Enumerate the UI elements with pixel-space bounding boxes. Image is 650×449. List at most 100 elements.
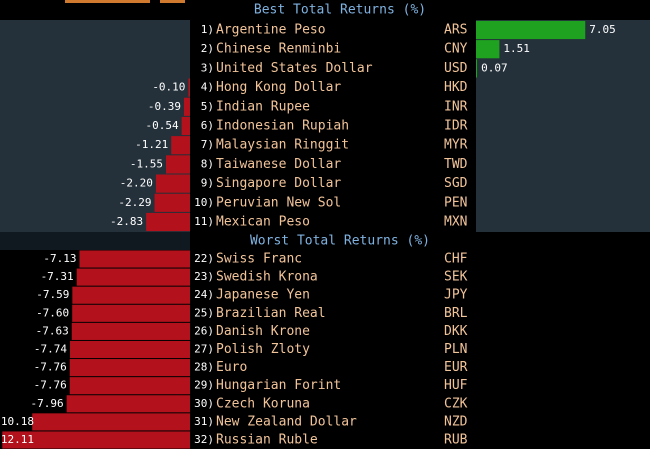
currency-code: PEN <box>444 195 467 210</box>
currency-name: Hong Kong Dollar <box>216 80 341 95</box>
value-label: -0.10 <box>152 81 185 94</box>
currency-name: Euro <box>216 360 247 375</box>
value-label: -7.63 <box>36 324 69 337</box>
value-label: -2.20 <box>120 177 153 190</box>
value-label: 1.51 <box>503 42 530 55</box>
currency-code: JPY <box>444 288 468 303</box>
rank: 25) <box>194 306 214 319</box>
currency-code: TWD <box>444 157 468 172</box>
currency-name: Mexican Peso <box>216 215 310 230</box>
bar <box>476 59 478 78</box>
currency-code: SGD <box>444 176 468 191</box>
rank: 30) <box>194 397 214 410</box>
currency-code: HUF <box>444 378 468 393</box>
bar <box>72 286 190 304</box>
currency-code: ARS <box>444 23 467 38</box>
currency-name: Czech Koruna <box>216 396 310 411</box>
bar <box>183 97 190 116</box>
bar <box>70 340 190 359</box>
bar <box>71 322 190 340</box>
bar <box>181 116 190 136</box>
bar <box>76 268 190 286</box>
currency-code: NZD <box>444 414 468 429</box>
currency-code: CZK <box>444 396 468 411</box>
currency-code: SEK <box>444 270 468 285</box>
rank: 1) <box>201 23 214 36</box>
bar <box>171 136 190 155</box>
currency-name: Swiss Franc <box>216 252 302 267</box>
rank: 11) <box>194 215 214 228</box>
rank: 27) <box>194 343 214 356</box>
rank: 9) <box>201 177 214 190</box>
bar <box>476 20 586 40</box>
rank: 6) <box>201 119 214 132</box>
bar <box>69 377 190 395</box>
bar <box>69 359 190 377</box>
currency-name: New Zealand Dollar <box>216 414 357 429</box>
section-title: Best Total Returns (%) <box>254 3 426 18</box>
currency-code: BRL <box>444 306 468 321</box>
rank: 26) <box>194 324 214 337</box>
bar <box>476 40 500 59</box>
currency-name: Malaysian Ringgit <box>216 138 349 153</box>
value-label: -7.96 <box>30 397 63 410</box>
currency-code: CNY <box>444 42 468 57</box>
currency-code: MXN <box>444 215 467 230</box>
value-label: -7.76 <box>34 361 67 374</box>
currency-name: United States Dollar <box>216 61 373 76</box>
bar <box>66 395 190 413</box>
currency-code: CHF <box>444 252 468 267</box>
top-strip <box>160 0 185 3</box>
value-label: -10.18 <box>0 415 34 428</box>
rank: 23) <box>194 270 214 283</box>
currency-code: DKK <box>444 324 468 339</box>
value-label: -2.83 <box>110 215 143 228</box>
bar <box>155 174 190 193</box>
left-divider <box>0 232 190 250</box>
rank: 22) <box>194 252 214 265</box>
top-strip <box>65 0 150 3</box>
bar <box>72 304 190 322</box>
bar <box>32 413 191 431</box>
rank: 7) <box>201 138 214 151</box>
right-panel-top <box>476 20 650 232</box>
currency-name: Chinese Renminbi <box>216 42 341 57</box>
currency-code: MYR <box>444 138 468 153</box>
bar <box>2 431 191 449</box>
value-label: -7.13 <box>43 252 76 265</box>
value-label: -2.29 <box>118 196 151 209</box>
rank: 28) <box>194 361 214 374</box>
section-title: Worst Total Returns (%) <box>250 234 430 249</box>
rank: 4) <box>201 81 214 94</box>
rank: 2) <box>201 42 214 55</box>
currency-code: INR <box>444 99 468 114</box>
value-label: 7.05 <box>589 23 616 36</box>
rank: 5) <box>201 100 214 113</box>
value-label: -7.74 <box>34 343 67 356</box>
bar <box>79 250 190 268</box>
value-label: -7.59 <box>36 288 69 301</box>
currency-name: Indonesian Rupiah <box>216 119 349 134</box>
currency-code: RUB <box>444 433 468 448</box>
bar <box>154 193 190 212</box>
currency-name: Singapore Dollar <box>216 176 341 191</box>
rank: 29) <box>194 379 214 392</box>
currency-name: Indian Rupee <box>216 99 310 114</box>
currency-name: Peruvian New Sol <box>216 195 341 210</box>
rank: 32) <box>194 433 214 446</box>
value-label: -1.55 <box>130 157 163 170</box>
currency-name: Brazilian Real <box>216 306 326 321</box>
currency-code: HKD <box>444 80 468 95</box>
currency-name: Taiwanese Dollar <box>216 157 341 172</box>
currency-name: Danish Krone <box>216 324 310 339</box>
value-label: -12.11 <box>0 433 34 446</box>
currency-code: PLN <box>444 342 467 357</box>
currency-name: Swedish Krona <box>216 270 318 285</box>
value-label: -7.31 <box>41 270 74 283</box>
currency-name: Russian Ruble <box>216 433 318 448</box>
value-label: -0.39 <box>148 100 181 113</box>
value-label: 0.07 <box>481 61 508 74</box>
rank: 10) <box>194 196 214 209</box>
currency-name: Hungarian Forint <box>216 378 341 393</box>
